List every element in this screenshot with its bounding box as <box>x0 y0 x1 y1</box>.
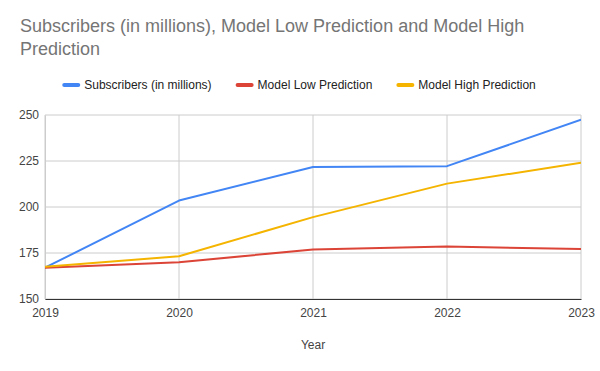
chart-title-line: Subscribers (in millions), Model Low Pre… <box>20 16 524 36</box>
x-axis-line <box>46 299 582 300</box>
background <box>0 0 600 371</box>
y-tick-label: 250 <box>19 108 39 122</box>
x-tick-label: 2019 <box>32 306 59 320</box>
legend-label: Model High Prediction <box>418 78 535 92</box>
legend: Subscribers (in millions) Model Low Predi… <box>64 78 536 92</box>
y-tick-label: 175 <box>19 246 39 260</box>
chart-title-line: Prediction <box>20 39 100 59</box>
y-tick: 200 <box>19 200 45 214</box>
series-line <box>45 163 581 267</box>
x-tick: 2021 <box>300 299 327 320</box>
legend-label: Model Low Prediction <box>258 78 373 92</box>
legend-item: Subscribers (in millions) <box>64 78 211 92</box>
y-tick: 250 <box>19 108 45 122</box>
plot-lines <box>45 120 581 268</box>
legend-item: Model Low Prediction <box>238 78 373 92</box>
grid-line-x <box>447 115 448 299</box>
x-tick-label: 2021 <box>300 306 327 320</box>
x-axis-title: Year <box>301 338 325 352</box>
legend-label: Subscribers (in millions) <box>84 78 211 92</box>
x-tick-label: 2020 <box>166 306 193 320</box>
series-line <box>45 120 581 268</box>
grid-line-x <box>179 115 180 299</box>
y-axis-line <box>45 116 46 300</box>
y-axis: 150 175 200 225 250 <box>19 108 46 306</box>
legend-swatch <box>64 83 78 87</box>
grid-line-x <box>313 115 314 299</box>
grid-line-x <box>581 115 582 299</box>
x-axis: 2019 2020 2021 2022 2023 <box>32 299 595 320</box>
x-tick: 2022 <box>434 299 461 320</box>
x-tick: 2020 <box>166 299 193 320</box>
grid <box>45 115 581 299</box>
series-line <box>45 247 581 268</box>
y-tick-label: 225 <box>19 154 39 168</box>
legend-swatch <box>398 83 412 87</box>
y-tick-label: 200 <box>19 200 39 214</box>
y-tick-label: 150 <box>19 292 39 306</box>
y-tick: 175 <box>19 246 45 260</box>
chart-container: Subscribers (in millions), Model Low Pre… <box>0 0 600 371</box>
grid-line-x <box>45 115 46 299</box>
legend-item: Model High Prediction <box>398 78 535 92</box>
y-tick: 150 <box>19 292 45 306</box>
legend-swatch <box>238 83 252 87</box>
x-tick-label: 2023 <box>568 306 595 320</box>
x-tick: 2023 <box>568 299 595 320</box>
x-tick: 2019 <box>32 299 59 320</box>
chart-svg: Subscribers (in millions), Model Low Pre… <box>0 0 600 371</box>
x-tick-label: 2022 <box>434 306 461 320</box>
chart-title: Subscribers (in millions), Model Low Pre… <box>20 16 524 59</box>
y-tick: 225 <box>19 154 45 168</box>
